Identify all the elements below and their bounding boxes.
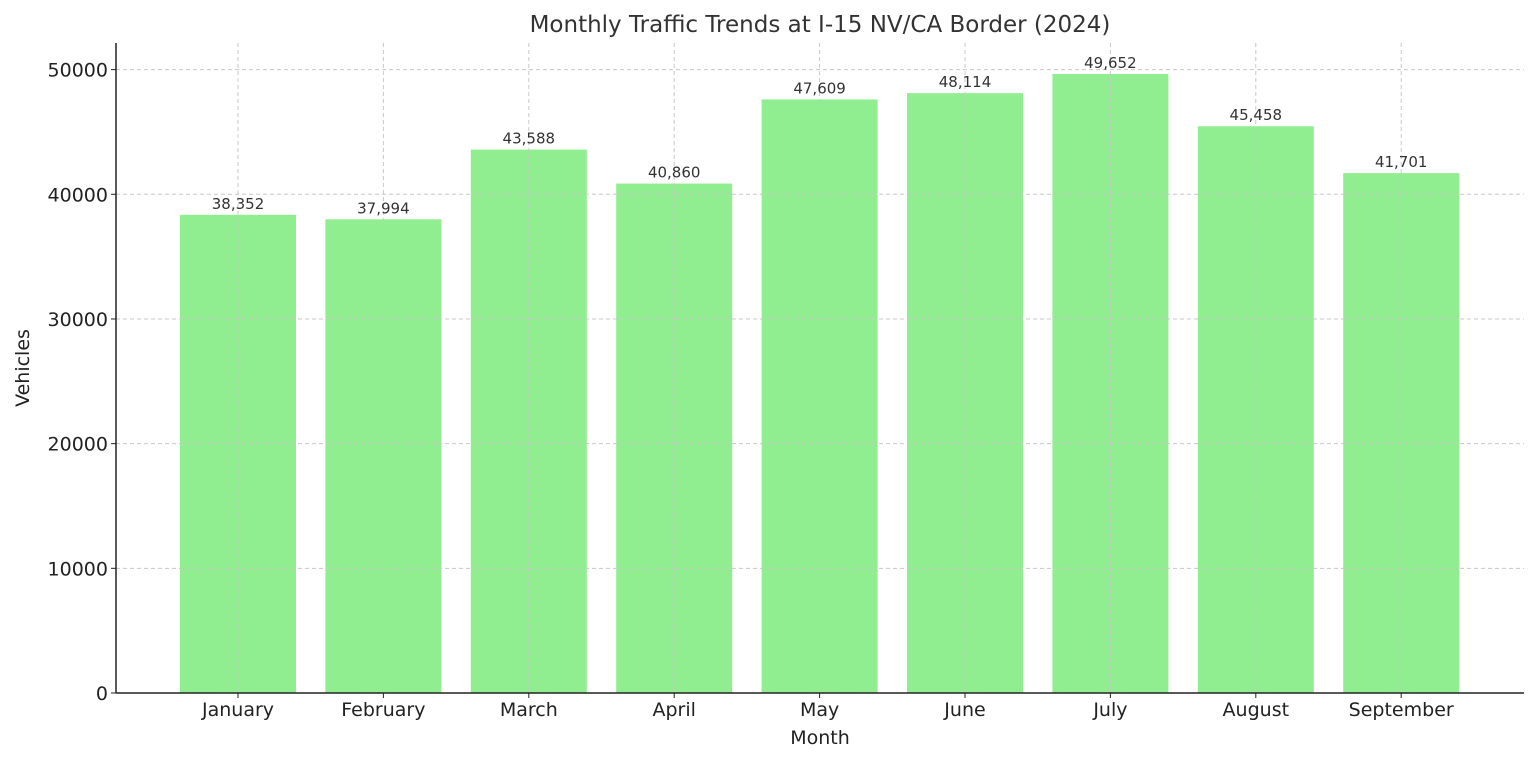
y-tick-label: 0 bbox=[96, 683, 108, 705]
data-label: 48,114 bbox=[939, 73, 992, 91]
y-tick-label: 10000 bbox=[48, 558, 108, 580]
data-label: 38,352 bbox=[212, 195, 265, 213]
data-label: 47,609 bbox=[793, 79, 846, 97]
x-tick-label: September bbox=[1349, 699, 1454, 721]
data-label: 45,458 bbox=[1230, 106, 1283, 124]
bar bbox=[1343, 173, 1460, 693]
data-label: 49,652 bbox=[1084, 54, 1137, 72]
bar bbox=[1052, 73, 1169, 693]
data-label: 43,588 bbox=[503, 130, 556, 148]
y-tick-label: 30000 bbox=[48, 309, 108, 331]
chart-title: Monthly Traffic Trends at I-15 NV/CA Bor… bbox=[530, 12, 1111, 38]
x-tick-label: January bbox=[201, 699, 274, 721]
data-label: 37,994 bbox=[357, 199, 410, 217]
y-tick-label: 20000 bbox=[48, 434, 108, 456]
y-tick-label: 50000 bbox=[48, 60, 108, 82]
data-label: 40,860 bbox=[648, 164, 701, 182]
x-tick-label: August bbox=[1223, 699, 1290, 721]
x-tick-label: June bbox=[943, 699, 985, 721]
y-axis-label: Vehicles bbox=[12, 329, 34, 407]
x-tick-label: March bbox=[500, 699, 558, 721]
bar bbox=[180, 214, 296, 693]
data-label: 41,701 bbox=[1375, 153, 1428, 171]
x-tick-label: February bbox=[341, 699, 425, 721]
y-tick-label: 40000 bbox=[48, 184, 108, 206]
x-tick-label: April bbox=[652, 699, 695, 721]
x-axis-label: Month bbox=[790, 727, 850, 749]
x-tick-label: July bbox=[1092, 699, 1127, 721]
x-tick-label: May bbox=[800, 699, 839, 721]
